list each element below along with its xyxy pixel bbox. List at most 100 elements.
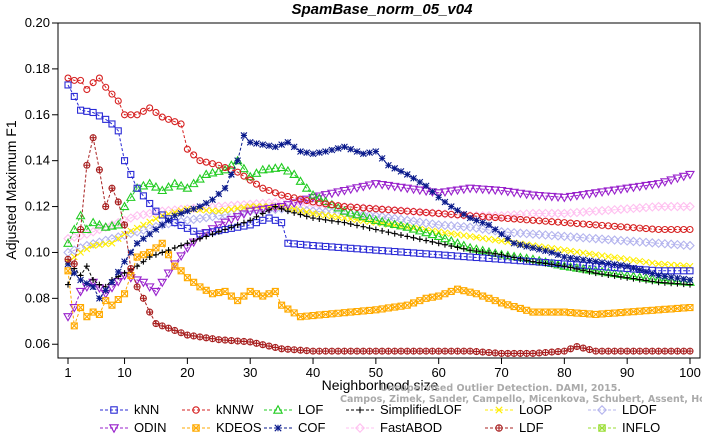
data-point [341,219,348,226]
y-tick-label: 0.20 [25,15,50,30]
data-point [490,186,501,196]
data-point [102,115,110,123]
x-tick-label: 10 [117,365,131,380]
series-line [67,134,691,300]
data-point [479,219,487,227]
data-point [322,216,329,223]
data-point [297,211,304,218]
data-point [64,74,72,82]
data-point [70,269,78,277]
data-point [364,181,375,191]
data-point [366,225,373,232]
data-point [584,233,595,244]
data-point-cross [511,350,518,357]
data-point [215,289,223,297]
data-point [554,251,562,259]
data-point [120,157,129,165]
data-point-cross [536,349,543,356]
legend-marker [356,406,364,414]
data-point [209,196,216,204]
data-point [611,260,618,268]
data-point-cross [266,343,273,350]
data-point [252,290,261,298]
data-point [546,192,557,202]
legend-label: kNNW [216,402,254,417]
data-point [686,267,694,275]
data-point [567,247,575,255]
data-point [209,231,216,238]
data-point-cross [240,338,247,345]
x-axis: 1 10 20 30 40 50 60 70 80 90 100 [64,358,701,380]
data-point [642,307,650,315]
data-point [615,185,626,195]
data-point [554,245,562,253]
data-point-cross [435,348,442,355]
legend-label: SimplifiedLOF [380,402,462,417]
data-point [636,276,643,283]
data-point [383,217,394,227]
y-tick-label: 0.14 [25,153,50,168]
data-point-cross [605,348,612,355]
x-tick-label: 1 [64,365,71,380]
data-point [571,191,582,201]
data-point-cross [529,350,536,357]
data-point [75,210,86,220]
data-point [592,270,599,277]
data-point [666,176,677,186]
data-point [75,287,86,297]
data-point [453,285,462,293]
data-point [542,247,549,255]
data-point [504,301,512,309]
data-point [360,223,367,230]
data-point [389,213,400,224]
data-point-cross [297,347,304,354]
legend-label: COF [298,420,326,434]
data-point [184,240,191,247]
data-point [497,299,506,307]
data-point [90,276,97,283]
data-point [498,237,505,245]
data-point [290,194,298,202]
data-point [234,221,241,228]
data-point [259,292,267,300]
data-point [320,207,331,217]
data-point [447,203,455,210]
data-point [598,259,606,266]
data-point [140,221,147,229]
data-point [253,140,260,147]
data-point [659,178,670,187]
data-point [674,280,681,287]
data-point [553,231,563,241]
data-point-cross [548,349,555,356]
data-point-cross [272,344,279,351]
data-point [448,243,455,250]
data-point [69,224,80,234]
legend-item-knn: kNN [100,402,159,417]
data-point [146,254,153,261]
data-point [584,190,595,199]
data-point [674,274,681,282]
data-point-cross [134,283,141,290]
data-point [70,92,78,100]
data-point [452,221,463,232]
data-point [107,220,117,230]
data-point [108,301,116,309]
data-point [396,220,406,230]
data-point [509,188,520,198]
data-point [177,120,185,128]
data-point [196,235,203,242]
data-point-cross [454,348,461,355]
data-point [238,210,249,220]
data-point [435,193,443,201]
legend-marker [495,406,503,414]
data-point [529,258,536,265]
data-point [221,206,229,214]
data-point [648,259,656,267]
data-point [447,230,455,238]
x-axis-label: Neighborhood size [322,377,439,393]
plot-frame [57,22,701,359]
data-point [377,211,387,222]
data-point [396,214,406,225]
data-point [202,286,210,294]
y-tick-label: 0.10 [25,244,50,259]
